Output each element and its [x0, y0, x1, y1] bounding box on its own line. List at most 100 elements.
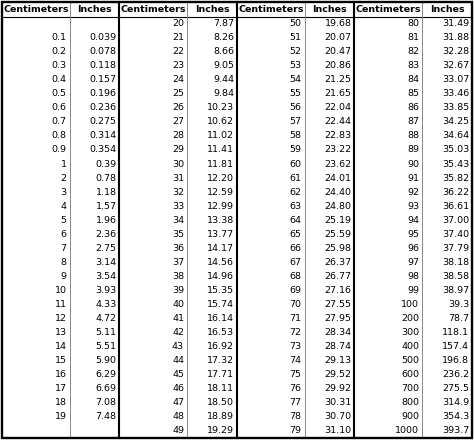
Text: 36.22: 36.22: [442, 187, 469, 197]
Text: 71: 71: [290, 314, 301, 323]
Text: 32: 32: [172, 187, 184, 197]
Text: 65: 65: [290, 230, 301, 239]
Text: 19.68: 19.68: [325, 19, 352, 28]
Text: 73: 73: [290, 342, 301, 351]
Text: 0.39: 0.39: [95, 160, 117, 169]
Text: 0.236: 0.236: [90, 103, 117, 112]
Text: 100: 100: [401, 300, 419, 309]
Text: 67: 67: [290, 258, 301, 267]
Text: 0.6: 0.6: [52, 103, 66, 112]
Text: 20.07: 20.07: [325, 33, 352, 42]
Text: 22.83: 22.83: [324, 132, 352, 140]
Text: 14: 14: [55, 342, 66, 351]
Text: 4.33: 4.33: [95, 300, 117, 309]
Text: 72: 72: [290, 328, 301, 337]
Text: 700: 700: [401, 384, 419, 393]
Text: 21: 21: [172, 33, 184, 42]
Text: 68: 68: [290, 272, 301, 281]
Text: 52: 52: [290, 47, 301, 56]
Text: 39: 39: [172, 286, 184, 295]
Text: 8.66: 8.66: [213, 47, 234, 56]
Text: 23: 23: [172, 61, 184, 70]
Text: 27.16: 27.16: [325, 286, 352, 295]
Text: 5.11: 5.11: [95, 328, 117, 337]
Text: 62: 62: [290, 187, 301, 197]
Text: 14.17: 14.17: [207, 244, 234, 253]
Text: 200: 200: [401, 314, 419, 323]
Text: 76: 76: [290, 384, 301, 393]
Text: 19.29: 19.29: [207, 426, 234, 436]
Text: 10.23: 10.23: [207, 103, 234, 112]
Text: 24.80: 24.80: [325, 202, 352, 211]
Text: 99: 99: [407, 286, 419, 295]
Bar: [237, 2, 355, 438]
Text: 15.74: 15.74: [207, 300, 234, 309]
Text: 13.77: 13.77: [207, 230, 234, 239]
Text: 34.64: 34.64: [442, 132, 469, 140]
Text: 30: 30: [172, 160, 184, 169]
Text: 24.01: 24.01: [325, 173, 352, 183]
Text: 500: 500: [401, 356, 419, 365]
Text: 40: 40: [172, 300, 184, 309]
Text: 47: 47: [172, 398, 184, 407]
Text: 9.44: 9.44: [213, 75, 234, 84]
Text: 37: 37: [172, 258, 184, 267]
Text: 236.2: 236.2: [442, 370, 469, 379]
Bar: [2, 2, 119, 17]
Text: 393.7: 393.7: [442, 426, 469, 436]
Text: 25.59: 25.59: [325, 230, 352, 239]
Text: 118.1: 118.1: [442, 328, 469, 337]
Text: 18.89: 18.89: [207, 412, 234, 422]
Text: 26.37: 26.37: [324, 258, 352, 267]
Text: 85: 85: [407, 89, 419, 98]
Text: 14.96: 14.96: [207, 272, 234, 281]
Text: 23.62: 23.62: [324, 160, 352, 169]
Text: 84: 84: [407, 75, 419, 84]
Text: 29.92: 29.92: [325, 384, 352, 393]
Text: 35.03: 35.03: [442, 146, 469, 154]
Bar: [119, 2, 237, 17]
Text: 26: 26: [172, 103, 184, 112]
Text: 1.96: 1.96: [95, 216, 117, 225]
Text: 17.32: 17.32: [207, 356, 234, 365]
Text: 51: 51: [290, 33, 301, 42]
Text: 21.25: 21.25: [325, 75, 352, 84]
Text: 0.2: 0.2: [52, 47, 66, 56]
Text: 15.35: 15.35: [207, 286, 234, 295]
Text: 0.9: 0.9: [52, 146, 66, 154]
Text: 18.11: 18.11: [207, 384, 234, 393]
Text: 38.97: 38.97: [442, 286, 469, 295]
Text: 13: 13: [55, 328, 66, 337]
Text: 26.77: 26.77: [325, 272, 352, 281]
Text: 35: 35: [172, 230, 184, 239]
Text: 33.07: 33.07: [442, 75, 469, 84]
Text: 18.50: 18.50: [207, 398, 234, 407]
Text: 2.36: 2.36: [95, 230, 117, 239]
Text: 37.79: 37.79: [442, 244, 469, 253]
Text: 48: 48: [172, 412, 184, 422]
Text: 7.08: 7.08: [95, 398, 117, 407]
Text: 12.20: 12.20: [207, 173, 234, 183]
Text: 30.31: 30.31: [324, 398, 352, 407]
Text: 94: 94: [407, 216, 419, 225]
Text: 74: 74: [290, 356, 301, 365]
Text: 37.00: 37.00: [442, 216, 469, 225]
Text: 157.4: 157.4: [442, 342, 469, 351]
Text: 12.59: 12.59: [207, 187, 234, 197]
Text: 83: 83: [407, 61, 419, 70]
Text: 0.78: 0.78: [95, 173, 117, 183]
Text: 2.75: 2.75: [95, 244, 117, 253]
Text: Inches: Inches: [430, 5, 465, 14]
Text: 0.196: 0.196: [90, 89, 117, 98]
Text: 3.54: 3.54: [95, 272, 117, 281]
Text: 1.57: 1.57: [95, 202, 117, 211]
Text: 58: 58: [290, 132, 301, 140]
Text: 27.55: 27.55: [325, 300, 352, 309]
Text: 30.70: 30.70: [324, 412, 352, 422]
Text: Centimeters: Centimeters: [3, 5, 69, 14]
Text: 92: 92: [407, 187, 419, 197]
Text: 17.71: 17.71: [207, 370, 234, 379]
Text: 4: 4: [61, 202, 66, 211]
Text: 41: 41: [172, 314, 184, 323]
Text: Centimeters: Centimeters: [120, 5, 186, 14]
